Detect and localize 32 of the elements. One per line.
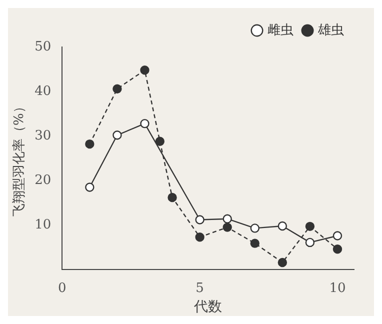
point [250, 238, 260, 248]
y-tick-label: 40 [34, 84, 52, 99]
point [278, 258, 288, 268]
y-axis-title: 飞翔型羽化率（%） [11, 100, 28, 216]
point [305, 222, 315, 232]
x-tick-label: 0 [58, 280, 66, 296]
point [222, 214, 232, 224]
point [332, 231, 342, 240]
x-tick-label: 5 [196, 280, 204, 296]
point [112, 130, 122, 140]
point [195, 232, 204, 242]
x-axis-title: 代数 [193, 299, 222, 316]
y-tick-label: 10 [34, 217, 52, 232]
y-tick-label: 50 [34, 39, 52, 54]
point [195, 215, 204, 224]
point [278, 221, 288, 231]
legend-label: 雌虫 [268, 22, 294, 38]
legend-label: 雄虫 [317, 22, 344, 38]
y-tick-label: 20 [34, 172, 52, 188]
point [168, 192, 177, 202]
point [222, 222, 232, 232]
point [85, 182, 94, 192]
point [140, 118, 150, 128]
point [305, 238, 315, 248]
point [155, 136, 164, 146]
y-tick-label: 30 [34, 128, 52, 144]
point [332, 244, 342, 254]
point [250, 224, 260, 233]
point [112, 84, 122, 94]
point [140, 66, 150, 75]
x-tick-label: 10 [329, 280, 346, 296]
point [85, 139, 94, 149]
